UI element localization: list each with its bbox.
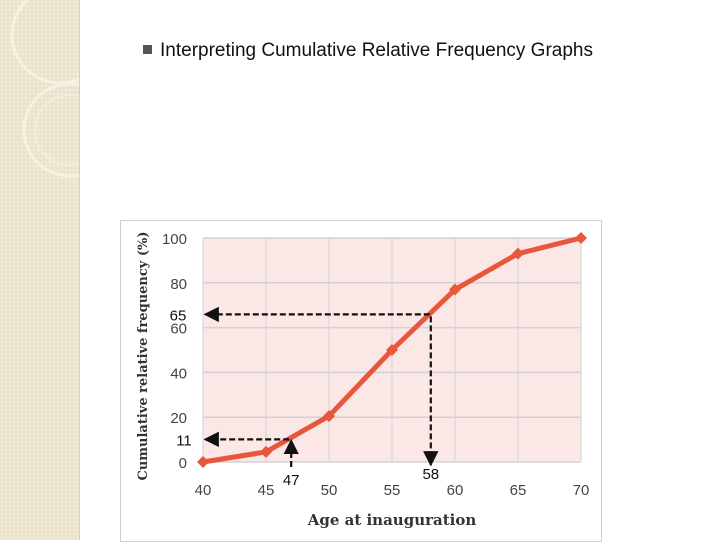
y-tick-label: 20 bbox=[170, 410, 187, 427]
y-axis-ticks: 0 20 40 60 80 100 bbox=[162, 231, 187, 472]
y-tick-label: 40 bbox=[170, 365, 187, 382]
annotation-label-58: 58 bbox=[422, 466, 439, 483]
chart-frame: 0 20 40 60 80 100 40 45 50 55 60 65 70 Age at inaug… bbox=[120, 220, 602, 542]
decorative-circles bbox=[10, 0, 79, 178]
annotation-arrows: 65 58 11 47 bbox=[170, 306, 439, 489]
series-group bbox=[197, 232, 587, 468]
y-tick-label: 60 bbox=[170, 321, 187, 338]
data-point bbox=[260, 445, 272, 458]
bullet-icon bbox=[143, 45, 152, 54]
data-point bbox=[512, 247, 524, 260]
x-tick-label: 40 bbox=[195, 482, 212, 499]
data-point bbox=[386, 344, 398, 356]
y-tick-label: 100 bbox=[162, 231, 187, 248]
annotation-label-11: 11 bbox=[176, 432, 192, 449]
slide-title: Interpreting Cumulative Relative Frequen… bbox=[143, 40, 593, 62]
x-axis-title: Age at inauguration bbox=[307, 511, 477, 529]
data-point bbox=[323, 410, 335, 423]
x-tick-label: 45 bbox=[258, 482, 275, 499]
slide-title-text: Interpreting Cumulative Relative Frequen… bbox=[160, 40, 593, 61]
x-tick-label: 70 bbox=[573, 482, 590, 499]
x-tick-label: 60 bbox=[447, 482, 464, 499]
data-point bbox=[197, 456, 209, 468]
y-axis-title: Cumulative relative frequency (%) bbox=[136, 231, 151, 480]
x-tick-label: 55 bbox=[384, 482, 401, 499]
y-tick-label: 0 bbox=[179, 455, 187, 472]
x-axis-ticks: 40 45 50 55 60 65 70 bbox=[195, 482, 590, 499]
decorative-side-strip bbox=[0, 0, 80, 540]
annotation-label-47: 47 bbox=[283, 472, 300, 489]
data-point bbox=[449, 283, 461, 296]
x-tick-label: 65 bbox=[510, 482, 527, 499]
annotation-label-65: 65 bbox=[170, 307, 187, 324]
data-point bbox=[575, 232, 587, 244]
y-tick-label: 80 bbox=[170, 276, 187, 293]
x-tick-label: 50 bbox=[321, 482, 338, 499]
